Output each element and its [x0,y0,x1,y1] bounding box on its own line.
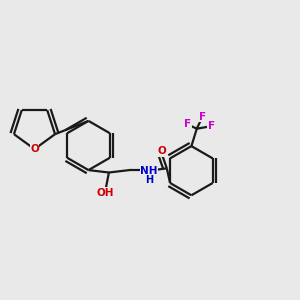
Text: H: H [145,175,153,185]
Text: F: F [199,112,206,122]
Text: F: F [208,121,215,131]
Text: F: F [184,119,191,129]
Text: O: O [157,146,166,156]
Text: NH: NH [140,166,158,176]
Text: O: O [30,144,39,154]
Text: OH: OH [97,188,114,198]
